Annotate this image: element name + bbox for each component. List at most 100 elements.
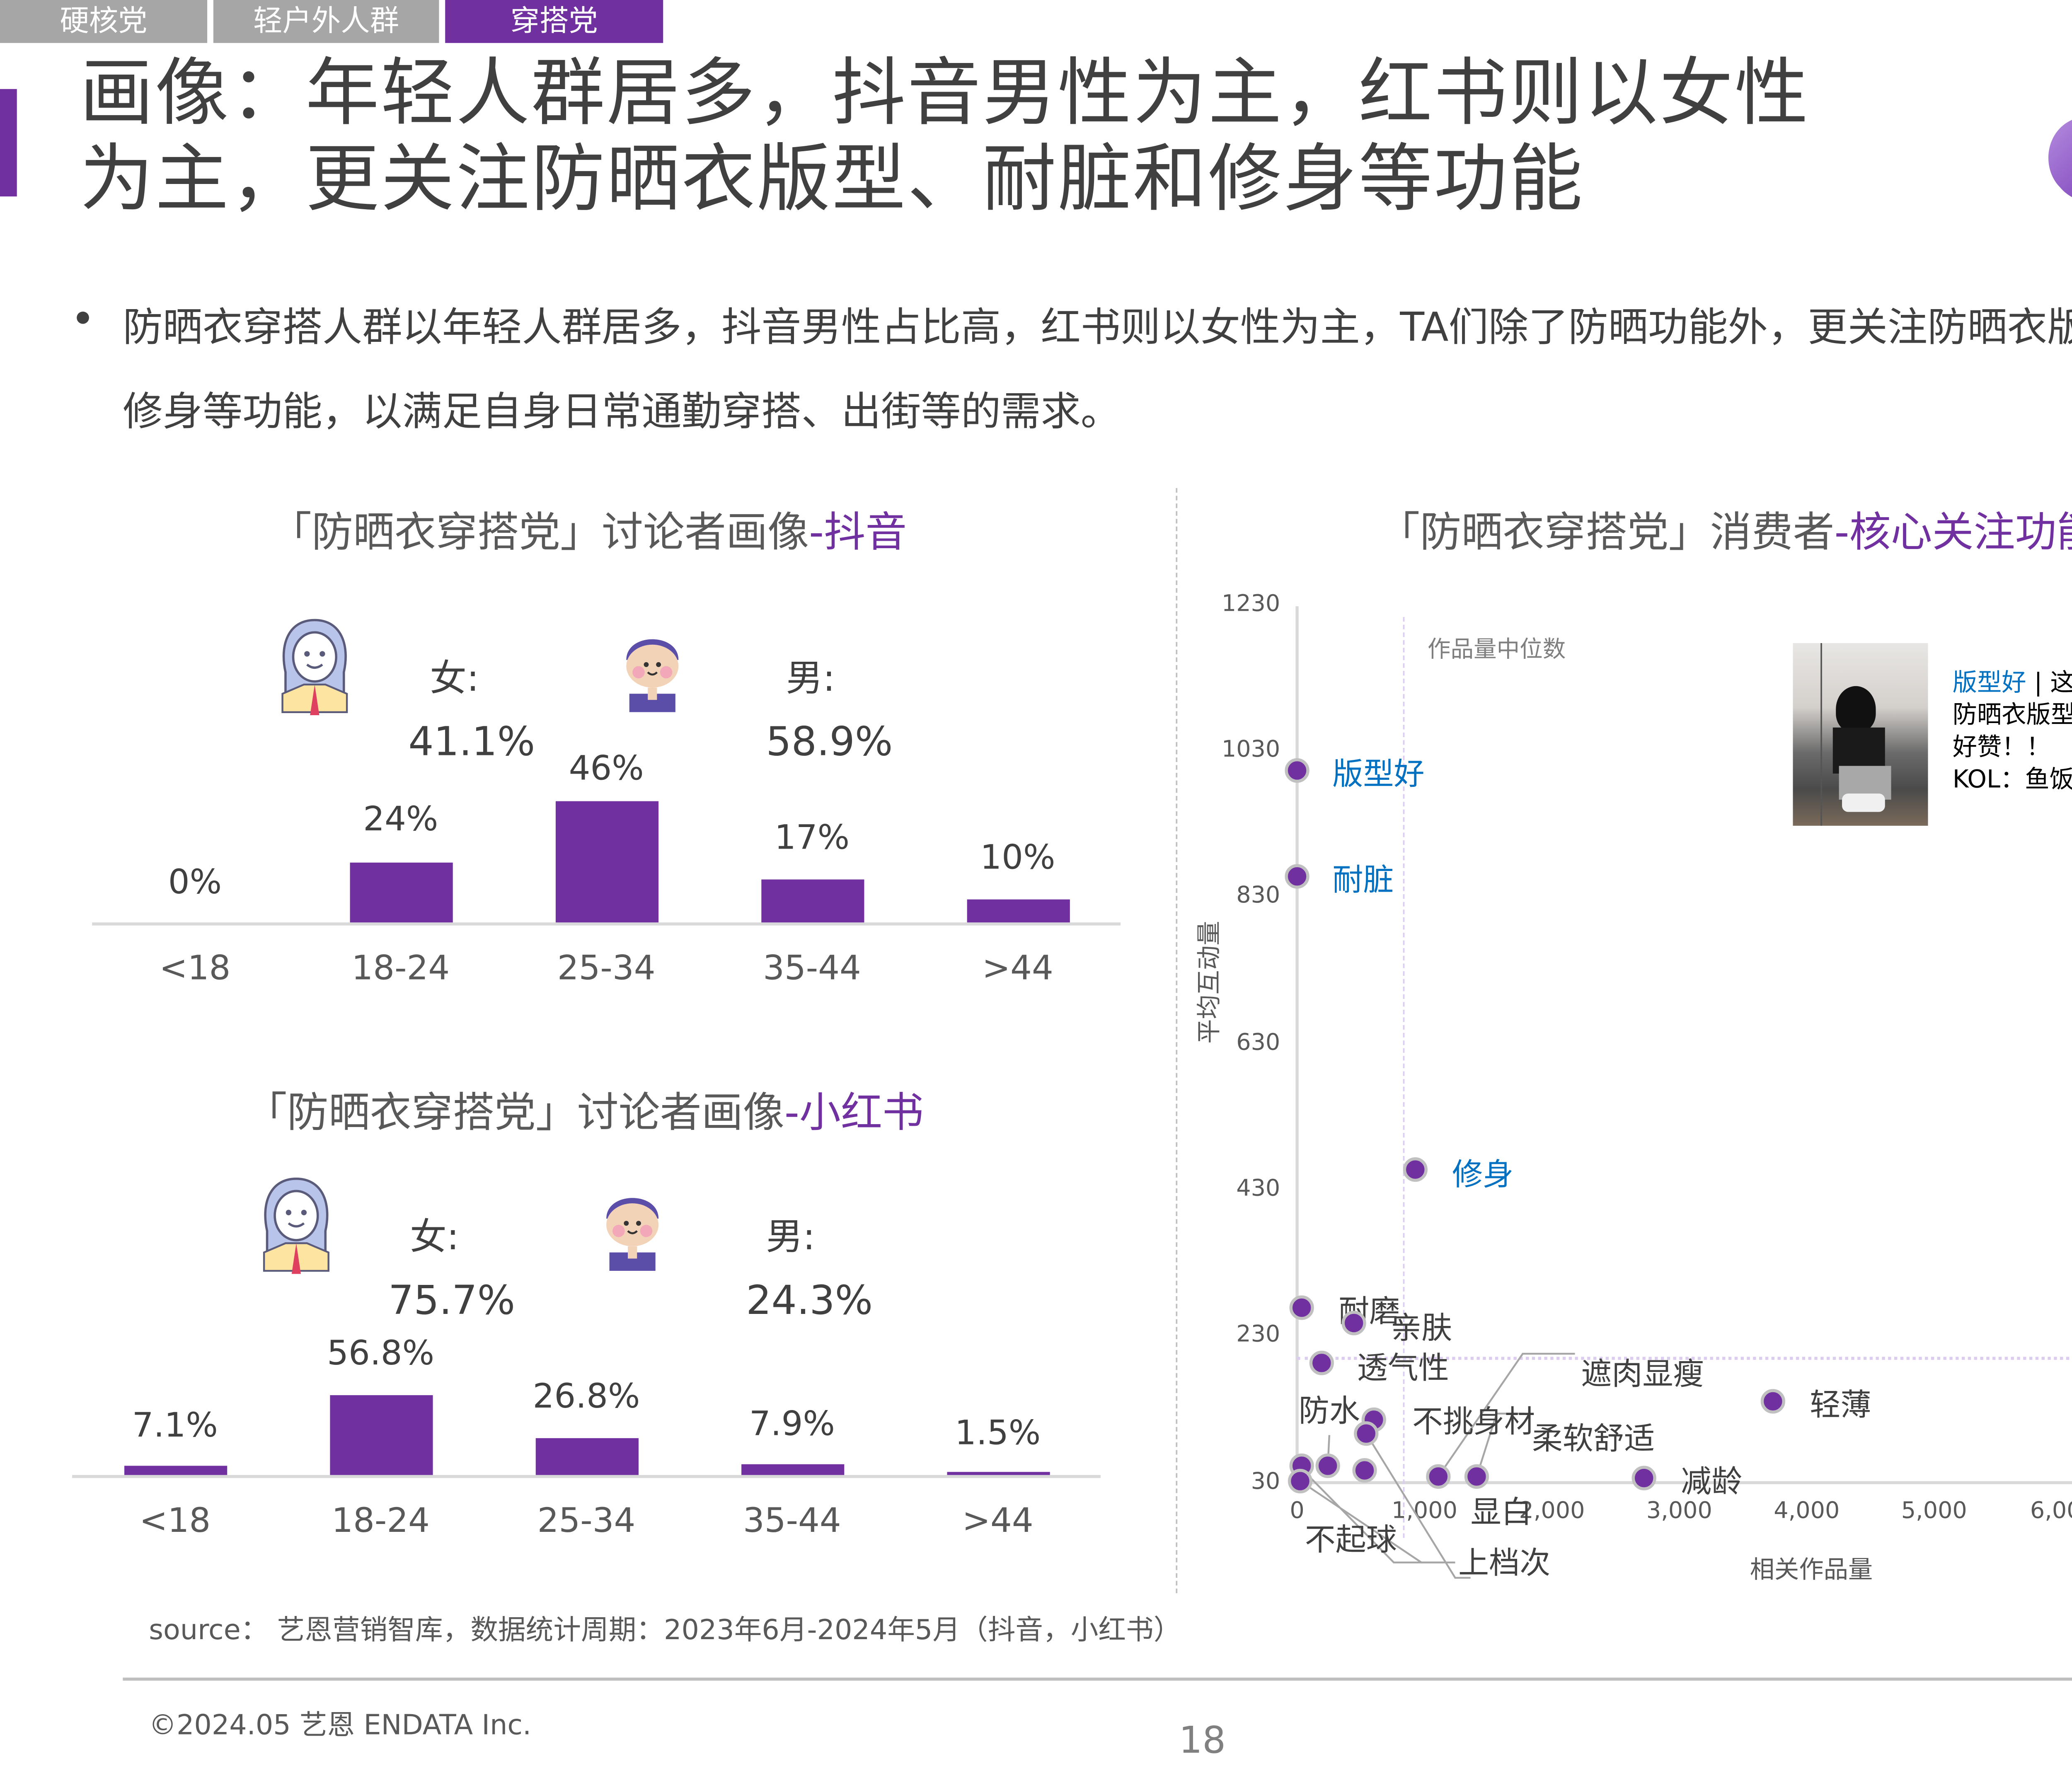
page-number: 18 — [1179, 1719, 1226, 1762]
scatter-point[interactable] — [1352, 1458, 1377, 1483]
point-label: 耐脏 — [1332, 861, 1394, 898]
female-avatar-icon — [263, 1178, 329, 1274]
douyin-bar-value: 0% — [168, 864, 222, 903]
tab-hardcore[interactable]: 硬核党 — [0, 0, 208, 43]
douyin-bar — [761, 879, 864, 923]
kol-line2: 防晒衣版型 — [1952, 700, 2072, 729]
point-label: 不起球 — [1305, 1521, 1397, 1558]
point-label: 显白 — [1470, 1493, 1532, 1531]
douyin-female-label: 女: — [430, 657, 479, 700]
scatter-point[interactable] — [1403, 1157, 1428, 1182]
photo-mirror-edge — [1820, 643, 1822, 826]
kol-highlight: 版型好 — [1952, 668, 2026, 697]
xhs-bar — [741, 1464, 845, 1475]
page-title-line2: 为主，更关注防晒衣版型、耐脏和修身等功能 — [80, 136, 1584, 223]
female-avatar-icon — [281, 619, 348, 716]
endata-logo-icon — [2048, 120, 2072, 197]
douyin-chart-baseline — [92, 922, 1121, 926]
douyin-section-title: 「防晒衣穿搭党」讨论者画像-抖音 — [270, 499, 907, 559]
douyin-category: 35-44 — [763, 950, 861, 989]
xhs-bar — [947, 1472, 1050, 1475]
scatter-point[interactable] — [1289, 1295, 1314, 1320]
point-label: 柔软舒适 — [1532, 1420, 1655, 1457]
title-accent-bar — [0, 89, 17, 197]
median-x-line — [1403, 617, 1405, 1538]
scatter-title-highlight: -核心关注功能 — [1834, 509, 2072, 557]
point-label: 修身 — [1452, 1156, 1514, 1193]
photo-figure-head — [1836, 686, 1876, 732]
tab-light-outdoor[interactable]: 轻户外人群 — [213, 0, 439, 43]
scatter-point[interactable] — [1354, 1421, 1379, 1446]
y-tick: 1230 — [1221, 589, 1280, 617]
kol-caption: 版型好 | 这套 防晒衣版型 好赞！！ KOL：鱼饭 — [1953, 666, 2072, 795]
douyin-bar — [967, 899, 1070, 923]
xhs-category: >44 — [962, 1502, 1034, 1541]
xhs-male-pct: 24.3% — [746, 1278, 873, 1325]
scatter-point[interactable] — [1288, 1468, 1313, 1494]
douyin-bar-value: 24% — [363, 801, 438, 840]
douyin-bar-value: 46% — [569, 750, 644, 789]
xhs-female-label: 女: — [410, 1215, 459, 1259]
source-note: source： 艺恩营销智库，数据统计周期：2023年6月-2024年5月（抖音… — [149, 1614, 1181, 1647]
xhs-bar — [535, 1438, 639, 1475]
tab-outfit[interactable]: 穿搭党 — [445, 0, 663, 43]
page-title: 画像：年轻人群居多，抖音男性为主，红书则以女性 为主，更关注防晒衣版型、耐脏和修… — [80, 51, 1810, 223]
xhs-male-label: 男: — [766, 1215, 816, 1259]
xhs-bar-value: 1.5% — [955, 1415, 1041, 1454]
scatter-y-axis — [1295, 606, 1298, 1481]
bullet-icon — [77, 311, 89, 324]
kol-photo — [1793, 643, 1928, 826]
xhs-bar-value: 26.8% — [533, 1378, 640, 1417]
endata-logo: 艺恩 endata — [2038, 104, 2072, 212]
x-tick: 2,000 — [1519, 1496, 1585, 1524]
section-divider — [1176, 488, 1178, 1593]
y-tick: 630 — [1236, 1028, 1280, 1056]
x-axis-label: 相关作品量 — [1750, 1555, 1873, 1584]
xhs-bar-value: 56.8% — [327, 1335, 435, 1374]
scatter-point[interactable] — [1631, 1466, 1656, 1490]
xhs-chart-baseline — [72, 1475, 1101, 1478]
scatter-x-axis — [1297, 1481, 2072, 1484]
scatter-point[interactable] — [1464, 1464, 1489, 1489]
y-tick: 430 — [1236, 1174, 1280, 1202]
scatter-point[interactable] — [1426, 1464, 1451, 1489]
male-avatar-icon — [606, 1198, 659, 1271]
douyin-female-pct: 41.1% — [408, 720, 535, 766]
point-label: 遮肉显瘦 — [1581, 1355, 1704, 1392]
median-y-line — [1297, 1357, 2072, 1360]
point-label: 上档次 — [1458, 1544, 1551, 1581]
scatter-point[interactable] — [1309, 1350, 1334, 1375]
x-tick: 4,000 — [1774, 1496, 1840, 1524]
scatter-point[interactable] — [1285, 758, 1310, 783]
photo-figure-shoes — [1842, 793, 1885, 812]
kol-line1: | 这套 — [2034, 668, 2072, 697]
footer-divider — [123, 1677, 2072, 1681]
douyin-category: 25-34 — [557, 950, 656, 989]
point-label: 轻薄 — [1810, 1386, 1871, 1423]
male-avatar-icon — [626, 639, 679, 712]
x-tick: 6,000 — [2030, 1496, 2072, 1524]
point-label: 透气性 — [1357, 1349, 1449, 1386]
point-label: 亲肤 — [1391, 1309, 1452, 1346]
xhs-female-pct: 75.7% — [388, 1278, 516, 1325]
douyin-male-pct: 58.9% — [766, 720, 893, 766]
photo-figure-body — [1832, 727, 1885, 774]
kol-line4: KOL：鱼饭 — [1952, 764, 2072, 794]
xhs-title-prefix: 「防晒衣穿搭党」讨论者画像 — [245, 1089, 784, 1137]
scatter-point[interactable] — [1315, 1453, 1340, 1478]
scatter-section-title: 「防晒衣穿搭党」消费者-核心关注功能 — [1378, 499, 2072, 559]
xhs-title-highlight: -小红书 — [784, 1089, 924, 1137]
scatter-point[interactable] — [1760, 1389, 1785, 1414]
xhs-bar — [330, 1395, 433, 1475]
douyin-category: 18-24 — [351, 950, 450, 989]
page-title-line1: 画像：年轻人群居多，抖音男性为主，红书则以女性 — [80, 51, 1810, 137]
point-label: 版型好 — [1332, 755, 1425, 792]
douyin-title-highlight: -抖音 — [809, 509, 907, 557]
douyin-title-prefix: 「防晒衣穿搭党」讨论者画像 — [270, 509, 809, 557]
x-tick: 1,000 — [1391, 1496, 1458, 1524]
y-tick: 830 — [1236, 881, 1280, 909]
x-tick: 3,000 — [1646, 1496, 1712, 1524]
douyin-bar-value: 10% — [980, 839, 1055, 878]
scatter-point[interactable] — [1285, 864, 1310, 889]
scatter-point[interactable] — [1341, 1311, 1366, 1335]
